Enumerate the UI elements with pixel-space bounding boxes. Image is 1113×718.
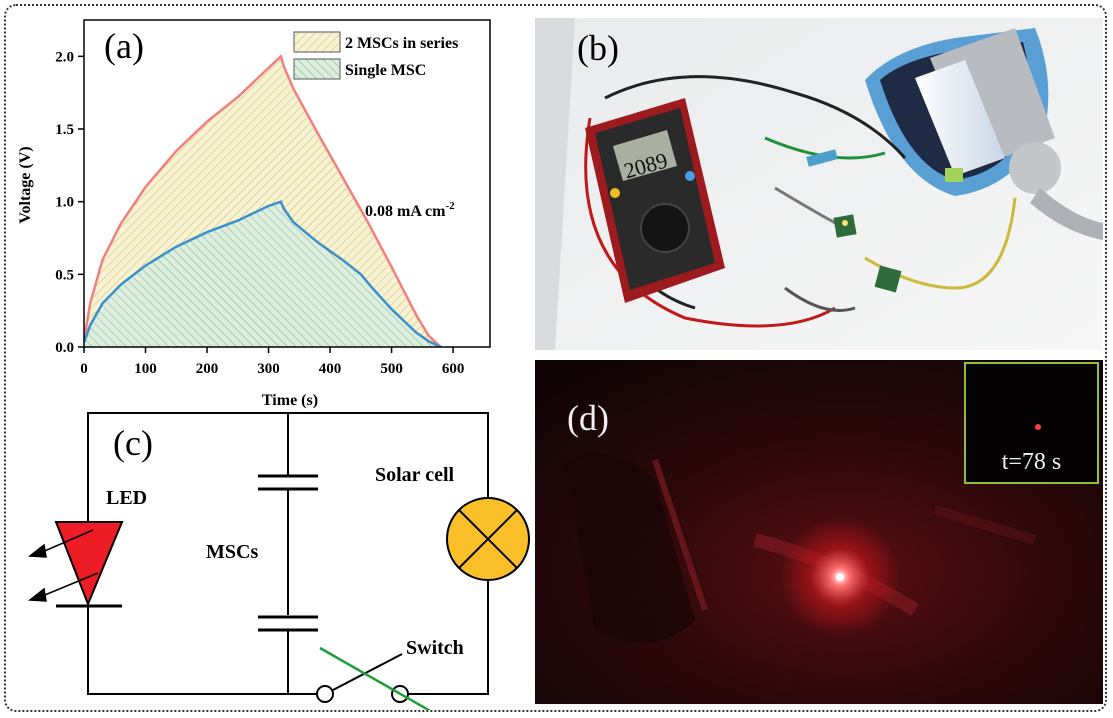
x-tick-label: 200: [196, 361, 219, 377]
setup-photo: 2089 (b): [535, 18, 1103, 350]
inset-led-dot-icon: [1035, 424, 1041, 430]
inset-time-label: t=78 s: [1001, 449, 1062, 475]
y-tick-label: 1.5: [55, 122, 74, 138]
x-axis-label: Time (s): [262, 392, 318, 409]
x-tick-label: 500: [380, 361, 403, 377]
series-area-single-msc-hatch: [84, 201, 441, 347]
switch-label: Switch: [406, 637, 464, 659]
switch-contact: [316, 685, 334, 703]
solar-cell-icon: [446, 497, 530, 581]
led-label: LED: [106, 487, 147, 509]
led-emission-arrows-icon: [27, 529, 99, 602]
circuit-wire-bottom: [87, 606, 317, 695]
mscs-label: MSCs: [206, 541, 258, 563]
lamp-icon: [915, 28, 1103, 240]
series-line-single-msc: [84, 200, 442, 347]
x-tick-label: 100: [134, 361, 157, 377]
y-tick-label: 1.0: [55, 195, 74, 211]
solar-cell-label: Solar cell: [375, 464, 455, 486]
switch-indicator-line: [319, 646, 432, 710]
legend: 2 MSCs in series Single MSC: [293, 31, 458, 80]
panel-letter-c: (c): [113, 423, 153, 463]
y-tick-label: 0.0: [55, 340, 74, 356]
y-tick-label: 2.0: [55, 49, 74, 65]
current-density-annotation: 0.08 mA cm-2: [365, 200, 455, 220]
circuit-diagram: (c) LED MSCs Solar cell Switch: [27, 412, 530, 710]
x-tick-label: 400: [319, 361, 342, 377]
time-inset: t=78 s: [964, 362, 1099, 484]
led-icon: [54, 521, 124, 607]
msc-board-icon: [874, 265, 902, 293]
panel-letter-a: (a): [104, 26, 144, 66]
series-line-2-mscs: [84, 53, 442, 347]
y-tick-label: 0.5: [55, 267, 74, 283]
x-tick-label: 300: [257, 361, 280, 377]
panel-letter-d: (d): [567, 398, 609, 438]
y-axis-label: Voltage (V): [17, 146, 34, 223]
multimeter-icon: 2089: [585, 98, 725, 303]
x-tick-label: 600: [442, 361, 465, 377]
switch-lever: [332, 653, 403, 691]
panel-letter-b: (b): [577, 28, 619, 68]
circuit-wire-right: [408, 580, 489, 695]
x-tick-label: 0: [80, 361, 88, 377]
figure-frame: [4, 4, 1107, 712]
legend-label-series: 2 MSCs in series: [345, 35, 458, 52]
voltage-time-chart: 0 100 200 300 400 500 600 0.0 0.5 1.0 1.5 2.0 Time…: [17, 19, 491, 409]
legend-label-single: Single MSC: [345, 62, 426, 79]
plot-frame: [83, 19, 491, 348]
